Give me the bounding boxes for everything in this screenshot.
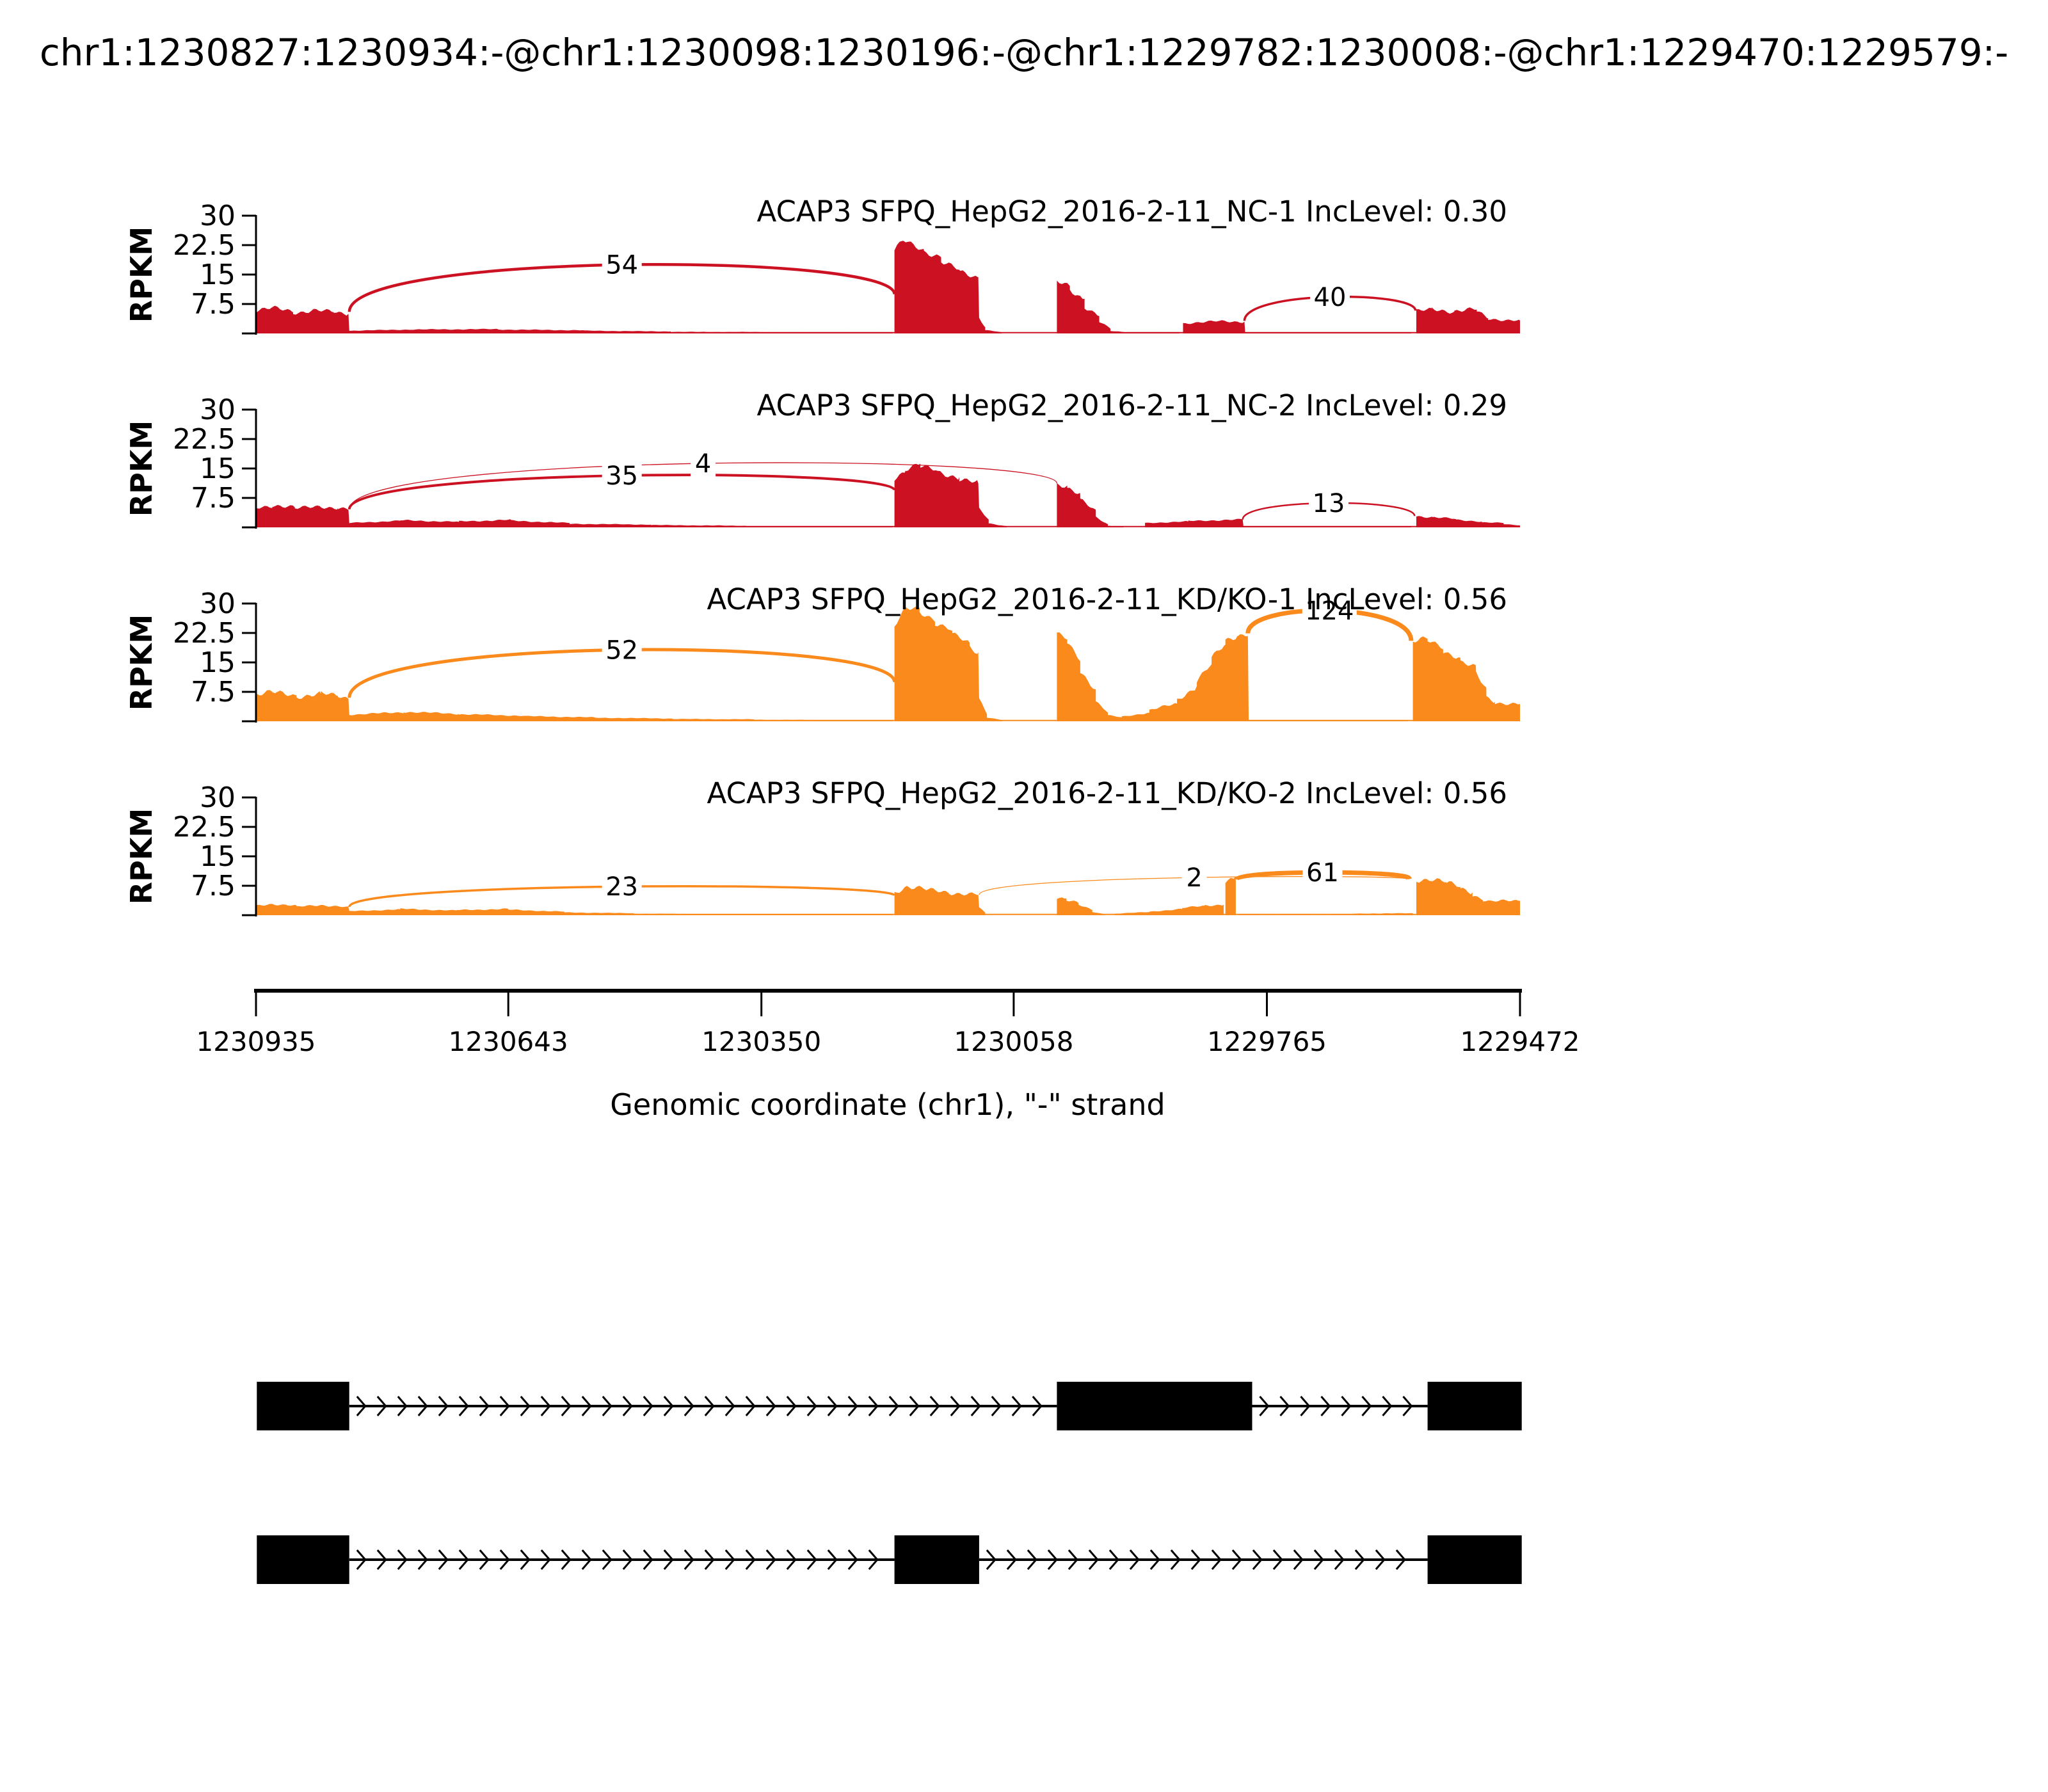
exon	[1057, 1382, 1252, 1430]
junction-count-bg	[1309, 488, 1348, 518]
junction-count-bg	[1310, 282, 1350, 312]
y-tick-label: 15	[200, 259, 236, 291]
junction-count-label: 124	[1305, 596, 1354, 626]
coverage-area	[257, 606, 1520, 721]
y-axis-title-2: RPKM	[124, 420, 159, 517]
y-tick-label: 22.5	[173, 811, 236, 844]
junction-count-label: 54	[605, 251, 638, 280]
y-tick-label: 15	[200, 840, 236, 873]
junction-count-bg	[1181, 863, 1207, 893]
intron-strand-arrows	[356, 1396, 1043, 1416]
junction-count-label: 52	[605, 636, 638, 665]
junction-count-bg	[691, 449, 716, 478]
intron-strand-arrows	[986, 1549, 1406, 1570]
y-tick-label: 15	[200, 646, 236, 679]
junction-count-label: 2	[1186, 863, 1202, 893]
y-tick-label: 7.5	[191, 676, 236, 708]
figure-title: chr1:1230827:1230934:-@chr1:1230098:1230…	[40, 31, 2008, 74]
y-tick-label: 22.5	[173, 617, 236, 650]
junction-count-bg	[602, 461, 642, 490]
track-title-nc-2: ACAP3 SFPQ_HepG2_2016-2-11_NC-2 IncLevel…	[757, 388, 1507, 422]
x-tick-label: 1229765	[1207, 1026, 1327, 1057]
junction-count-bg	[602, 250, 642, 280]
y-tick-label: 30	[200, 781, 236, 814]
exon	[1427, 1535, 1522, 1584]
junction-count-bg	[602, 872, 642, 902]
exon	[257, 1535, 349, 1584]
junction-count-bg	[1302, 596, 1357, 625]
y-tick-label: 7.5	[191, 482, 236, 515]
y-tick-label: 30	[200, 394, 236, 426]
y-axis-title-3: RPKM	[124, 614, 159, 711]
intron-strand-arrows	[1259, 1396, 1413, 1416]
y-tick-label: 22.5	[173, 229, 236, 262]
y-tick-label: 15	[200, 452, 236, 485]
junction-count-label: 13	[1313, 489, 1345, 518]
x-tick-label: 1230643	[449, 1026, 568, 1057]
junction-count-label: 61	[1306, 858, 1339, 888]
junction-count-bg	[602, 635, 642, 665]
junction-count-bg	[1302, 858, 1343, 888]
junction-count-label: 35	[605, 461, 638, 491]
junction-count-label: 23	[605, 872, 638, 902]
y-tick-label: 7.5	[191, 288, 236, 321]
y-axis-title-1: RPKM	[124, 227, 159, 323]
x-axis-title: Genomic coordinate (chr1), "-" strand	[610, 1087, 1165, 1122]
y-tick-label: 30	[200, 588, 236, 620]
track-title-kdko-2: ACAP3 SFPQ_HepG2_2016-2-11_KD/KO-2 IncLe…	[707, 776, 1507, 810]
x-tick-label: 1229472	[1460, 1026, 1580, 1057]
track-title-kdko-1: ACAP3 SFPQ_HepG2_2016-2-11_KD/KO-1 IncLe…	[707, 582, 1507, 616]
exon	[1427, 1382, 1522, 1430]
x-tick-label: 1230935	[196, 1026, 316, 1057]
x-tick-label: 1230058	[954, 1026, 1073, 1057]
x-tick-label: 1230350	[701, 1026, 821, 1057]
exon	[894, 1535, 979, 1584]
exon	[257, 1382, 349, 1430]
x-axis: 1230935 1230643 1230350 1230058 1229765 12294…	[196, 989, 1580, 1057]
y-tick-label: 7.5	[191, 870, 236, 902]
transcript-1	[257, 1382, 1522, 1430]
track-title-nc-1: ACAP3 SFPQ_HepG2_2016-2-11_NC-1 IncLevel…	[757, 195, 1507, 228]
junction-count-label: 40	[1314, 283, 1347, 312]
transcript-2	[257, 1535, 1522, 1584]
coverage-area	[257, 877, 1520, 915]
intron-strand-arrows	[356, 1549, 879, 1570]
y-tick-label: 30	[200, 200, 236, 232]
y-axis-title-4: RPKM	[124, 808, 159, 905]
y-tick-label: 22.5	[173, 423, 236, 456]
junction-count-label: 4	[695, 449, 711, 479]
